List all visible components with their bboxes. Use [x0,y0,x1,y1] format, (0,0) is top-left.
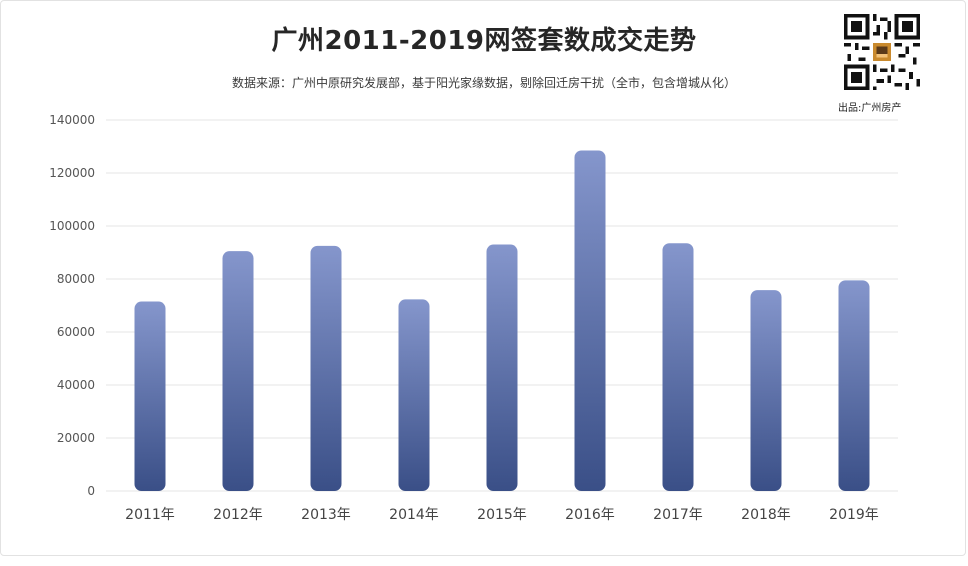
x-tick-label: 2016年 [565,507,615,523]
bar-2011年 [134,301,166,491]
x-tick-label: 2014年 [389,507,439,523]
y-tick-label: 20000 [57,431,95,445]
y-tick-label: 100000 [49,219,95,233]
qr-code-icon [844,14,920,90]
bar-2019年 [838,280,870,491]
x-tick-label: 2017年 [653,507,703,523]
bar-2012年 [222,251,254,491]
x-tick-label: 2011年 [125,507,175,523]
bar-2016年 [574,150,606,491]
y-tick-label: 40000 [57,378,95,392]
bar-2018年 [750,290,782,491]
publisher-credit: 出品:广州房产 [838,103,902,114]
chart-subtitle: 数据来源：广州中原研究发展部，基于阳光家缘数据，剔除回迁房干扰（全市，包含增城从… [231,76,736,90]
y-tick-label: 140000 [49,113,95,127]
x-tick-label: 2015年 [477,507,527,523]
x-tick-label: 2018年 [741,507,791,523]
chart-title: 广州2011-2019网签套数成交走势 [271,26,697,56]
y-tick-label: 0 [87,484,95,498]
bar-2015年 [486,244,518,491]
bar-2014年 [398,299,430,491]
x-tick-label: 2019年 [829,507,879,523]
y-tick-label: 60000 [57,325,95,339]
x-tick-label: 2012年 [213,507,263,523]
y-tick-label: 80000 [57,272,95,286]
y-tick-label: 120000 [49,166,95,180]
x-tick-label: 2013年 [301,507,351,523]
bar-2017年 [662,243,694,491]
bar-2013年 [310,245,342,491]
